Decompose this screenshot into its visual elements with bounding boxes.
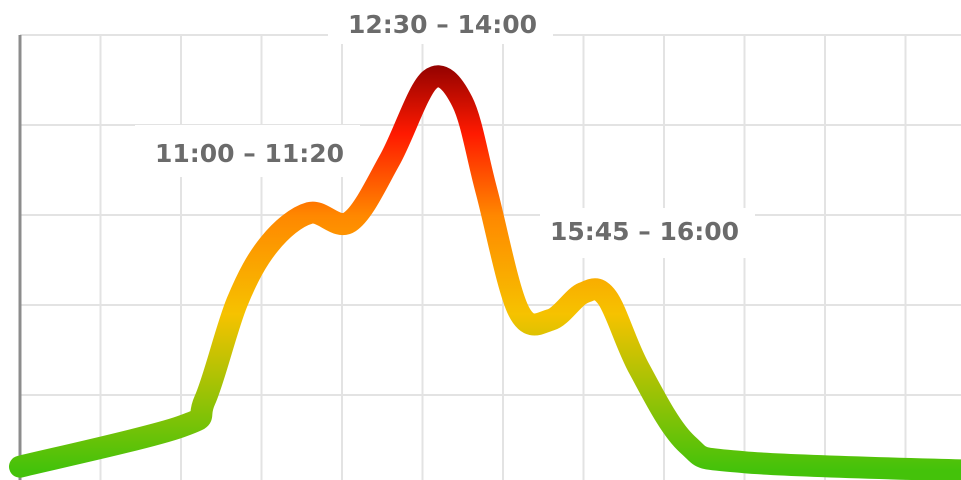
annotation-3-label: 15:45 – 16:00 <box>550 217 739 246</box>
annotation-2: 12:30 – 14:00 <box>328 0 553 44</box>
annotation-3-background <box>540 208 755 258</box>
annotation-2-background <box>328 0 553 44</box>
annotation-3: 15:45 – 16:00 <box>540 208 755 258</box>
annotation-1-background <box>135 125 360 177</box>
series-line <box>9 65 961 480</box>
annotation-1: 11:00 – 11:20 <box>135 125 360 177</box>
annotation-2-label: 12:30 – 14:00 <box>348 10 537 39</box>
grid <box>20 34 961 480</box>
annotation-1-label: 11:00 – 11:20 <box>155 139 344 168</box>
